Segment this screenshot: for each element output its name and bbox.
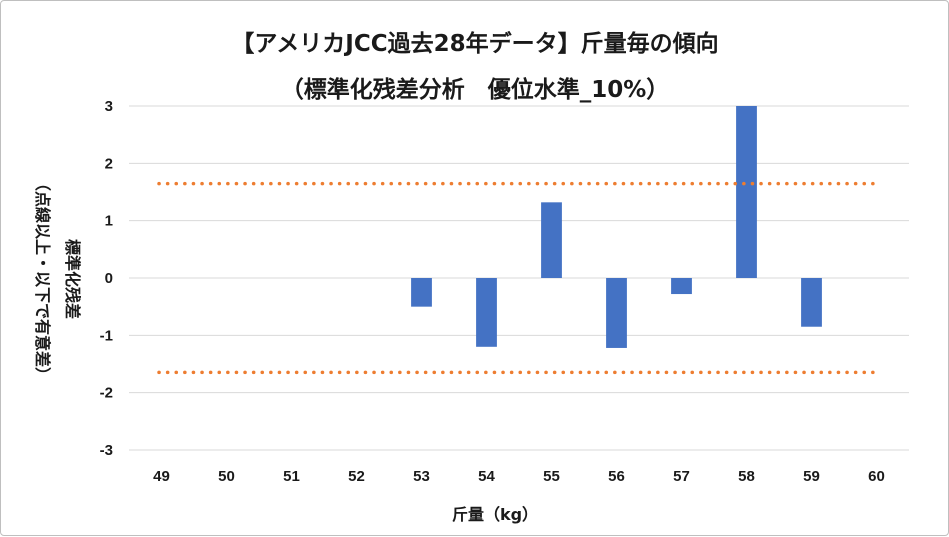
x-tick-label: 56 [608,468,625,485]
bar [476,278,497,347]
x-tick-label: 57 [673,468,690,485]
x-tick-label: 54 [478,468,495,485]
bar [671,278,692,295]
gridlines [129,105,909,451]
bar [411,278,432,307]
bar [541,202,562,278]
y-axis-label-note: （点線以上・以下で有意差） [33,175,52,383]
x-axis-label: 斤量（kg） [452,505,538,524]
y-tick-label: 1 [105,213,113,230]
x-tick-label: 52 [348,468,365,485]
y-axis-label: 標準化残差 [63,239,82,319]
x-tick-label: 58 [738,468,755,485]
y-tick-label: -1 [100,327,113,344]
bar [736,106,757,278]
bars [411,106,822,348]
y-tick-label: -3 [100,442,113,459]
x-tick-label: 49 [153,468,170,485]
bar [801,278,822,327]
x-tick-label: 60 [868,468,885,485]
threshold-lines [157,181,881,375]
x-tick-label: 50 [218,468,235,485]
y-tick-labels: 3 2 1 0 -1 -2 -3 [100,98,113,459]
x-tick-label: 59 [803,468,820,485]
bar [606,278,627,348]
x-tick-label: 55 [543,468,560,485]
chart-title-line2: （標準化残差分析 優位水準_10%） [281,76,670,103]
y-tick-label: 3 [105,98,113,115]
chart-title-line1: 【アメリカJCC過去28年データ】斤量毎の傾向 [231,30,718,57]
x-tick-label: 51 [283,468,300,485]
y-tick-label: 2 [105,155,113,172]
y-tick-label: -2 [100,385,113,402]
x-tick-label: 53 [413,468,430,485]
x-tick-labels: 49 50 51 52 53 54 55 56 57 58 59 60 [153,468,885,485]
y-tick-label: 0 [105,270,113,287]
